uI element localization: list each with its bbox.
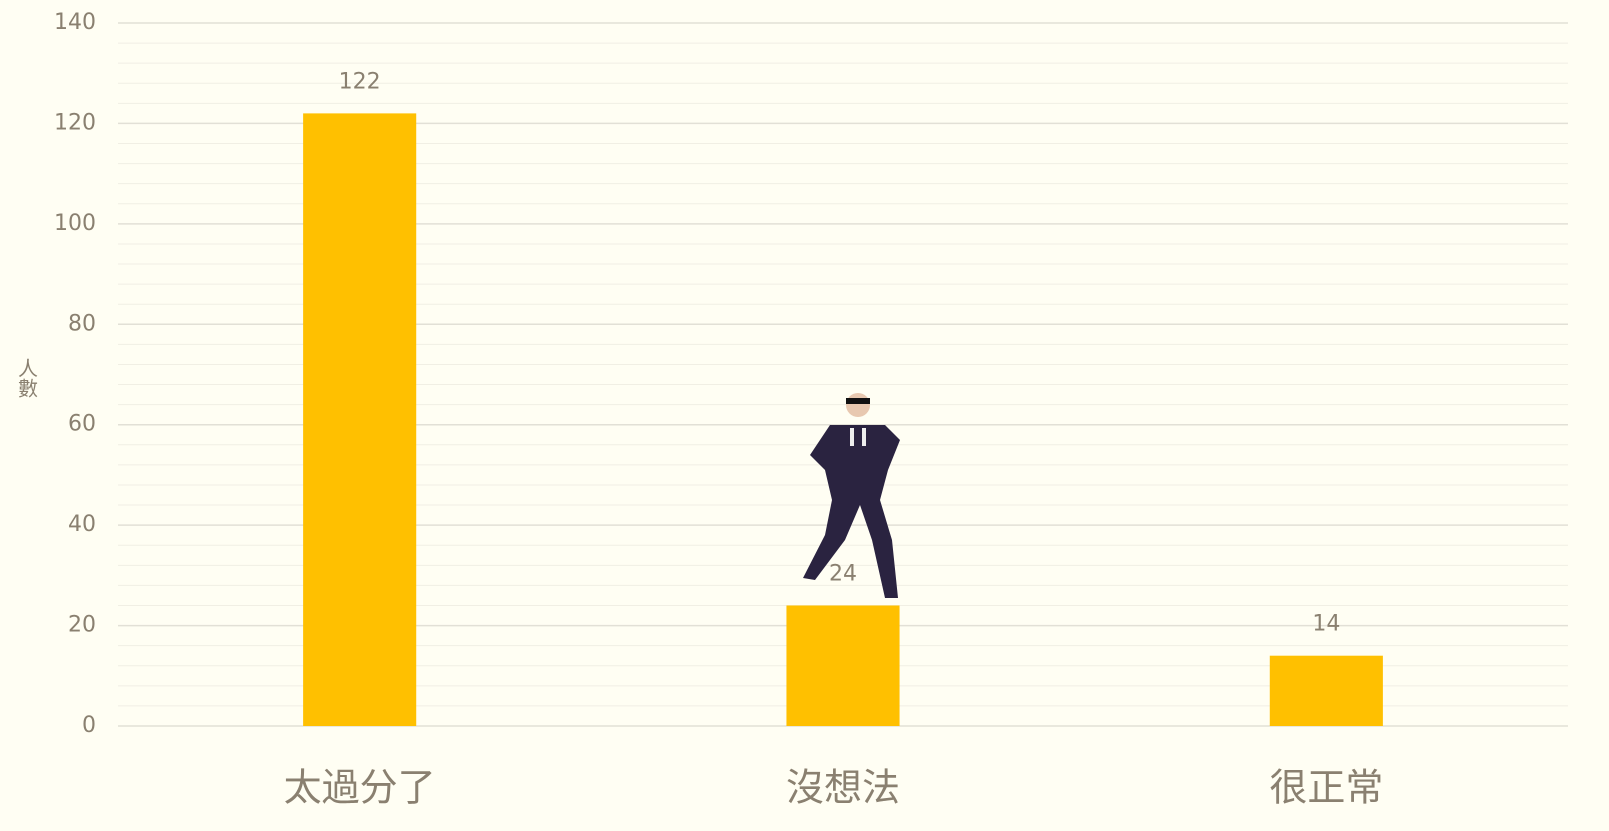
bar <box>786 605 900 726</box>
y-tick-label: 40 <box>68 512 96 537</box>
y-tick-label: 60 <box>68 412 96 437</box>
y-tick-label: 20 <box>68 613 96 638</box>
dancer-figure <box>803 393 900 598</box>
x-tick-label: 沒想法 <box>786 766 900 810</box>
y-tick-label: 140 <box>54 10 96 35</box>
y-tick-label: 120 <box>54 110 96 135</box>
y-tick-label: 100 <box>54 211 96 236</box>
bar <box>1269 655 1383 726</box>
y-tick-label: 0 <box>82 713 96 738</box>
value-label: 122 <box>339 69 381 94</box>
value-label: 24 <box>829 561 857 586</box>
y-tick-label: 80 <box>68 311 96 336</box>
value-label: 14 <box>1312 612 1340 637</box>
x-tick-label: 太過分了 <box>284 766 436 810</box>
x-tick-label: 很正常 <box>1269 766 1383 810</box>
y-axis-label: 人數 <box>15 358 39 398</box>
bar <box>303 113 417 726</box>
marks <box>303 113 1383 726</box>
